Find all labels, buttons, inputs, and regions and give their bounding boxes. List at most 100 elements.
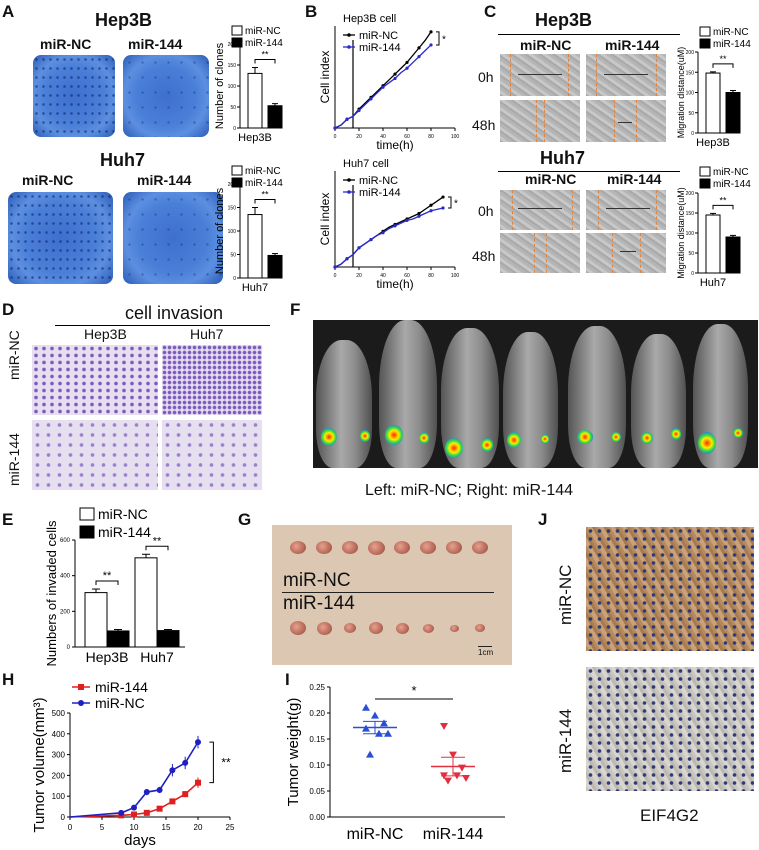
- bioluminescence-image: [313, 320, 758, 468]
- wound-hep3b-144-48h: [586, 100, 666, 142]
- x-axis-label: days: [124, 832, 156, 849]
- legend-label: miR-144: [359, 187, 401, 199]
- tumor-signal: [611, 432, 621, 442]
- chart-b-hep3b: Hep3B cell 0 20 40 60 80 100 * time(h) Cell index…: [318, 13, 459, 152]
- tumor-signal: [481, 438, 493, 452]
- y-tick-label: 150: [228, 206, 237, 212]
- bar-miR-144: [725, 236, 741, 274]
- y-tick-label: 0: [233, 126, 236, 132]
- bar-miR-NC: [247, 72, 263, 129]
- data-point: [369, 97, 373, 101]
- y-tick-label: 100: [52, 792, 66, 801]
- significance-label: **: [719, 195, 727, 205]
- data-point: [345, 117, 349, 121]
- y-axis-label: Migration distance(uM): [676, 187, 686, 279]
- legend-label: miR-144: [245, 178, 283, 189]
- a-col-144-huh7: miR-144: [137, 172, 192, 188]
- significance-bracket: [712, 204, 734, 210]
- y-tick-label: 100: [228, 84, 237, 90]
- data-point: [441, 206, 445, 210]
- y-tick-label: 600: [60, 538, 71, 544]
- x-tick-label: 5: [100, 823, 105, 832]
- c-row-0h-huh7: 0h: [478, 203, 494, 219]
- d-row-nc: miR-NC: [6, 330, 22, 380]
- y-tick-label: 50: [230, 105, 236, 111]
- y-tick-label: 150: [686, 211, 695, 217]
- tumor-signal: [671, 428, 681, 440]
- legend-swatch: [699, 26, 711, 37]
- g-scale-bar: [478, 646, 492, 647]
- x-tick-label: 40: [380, 273, 386, 279]
- legend-swatch: [79, 525, 95, 539]
- x-tick-label: miR-NC: [347, 826, 404, 843]
- x-tick-label: 0: [334, 134, 337, 140]
- data-point: [345, 257, 349, 261]
- series-line-miR-144: [334, 207, 444, 268]
- tumor-specimen-144: [344, 623, 356, 633]
- bar-miR-NC: [705, 72, 721, 134]
- y-tick-label: 150: [228, 63, 237, 69]
- wound-hep3b-nc-48h: [500, 100, 580, 142]
- legend-swatch: [231, 177, 243, 188]
- data-point: [458, 764, 466, 772]
- chart-h: 0 100 200 300 400 500 0 5 10 15 20 25 ** days Tumor vo…: [31, 679, 235, 849]
- x-axis-label: Huh7: [242, 282, 268, 294]
- y-tick-label: 400: [60, 574, 71, 580]
- y-axis-label: Numbers of invaded cells: [44, 520, 59, 666]
- y-tick-label: 0: [67, 645, 71, 651]
- tumor-signal: [541, 434, 549, 444]
- d-row-144: miR-144: [6, 433, 22, 486]
- y-tick-label: 0.00: [309, 813, 325, 822]
- panel-letter-g: G: [238, 510, 252, 529]
- legend-label: miR-144: [359, 42, 401, 54]
- tumor-specimen-144: [395, 622, 409, 634]
- c-col-nc-hep3b: miR-NC: [520, 37, 572, 53]
- panel-letter-e: E: [2, 510, 14, 529]
- data-point: [195, 779, 201, 786]
- y-tick-label: 400: [52, 730, 66, 739]
- x-tick-label: 40: [380, 134, 386, 140]
- y-tick-label: 300: [52, 751, 66, 760]
- legend-label: miR-144: [95, 679, 148, 695]
- a-title-huh7: Huh7: [100, 150, 145, 170]
- a-col-nc-huh7: miR-NC: [22, 172, 74, 188]
- legend-swatch: [699, 178, 711, 189]
- x-tick-label: 60: [404, 273, 410, 279]
- y-tick-label: 0.25: [309, 683, 325, 692]
- x-axis-label: Huh7: [700, 277, 726, 289]
- colony-dish-hep3b-144: [123, 55, 209, 137]
- invasion-hep3b-nc: [32, 345, 158, 415]
- c-col-144-hep3b: miR-144: [605, 37, 660, 53]
- y-tick-label: 50: [230, 253, 236, 259]
- bar-Hep3B-miR-NC: [84, 592, 108, 648]
- legend-label: miR-144: [713, 39, 751, 50]
- bar-Huh7-miR-144: [156, 630, 180, 648]
- data-point: [366, 750, 374, 758]
- c-divider-huh7: [498, 171, 680, 172]
- bar-miR-NC: [705, 214, 721, 274]
- tumor-specimen-nc: [420, 541, 436, 554]
- chart-b-huh7: Huh7 cell 0 20 40 60 80 100 * time(h) Cell index m…: [318, 158, 459, 291]
- data-point: [405, 60, 409, 65]
- tumor-signal: [419, 432, 429, 444]
- tumor-specimen-144: [290, 621, 306, 635]
- wound-hep3b-144-0h: [586, 54, 666, 96]
- chart-c-hep3b: 0 50 100 150 200 ** Hep3B Migration distance(uM…: [676, 26, 751, 149]
- x-axis-label: Hep3B: [238, 132, 272, 144]
- significance-label: **: [261, 50, 269, 60]
- legend-swatch: [231, 165, 243, 176]
- ihc-image-nc: [586, 527, 754, 651]
- tumor-signal: [577, 430, 593, 444]
- legend-marker: [347, 190, 351, 194]
- y-tick-label: 0: [61, 813, 66, 822]
- data-point: [156, 805, 163, 812]
- data-point: [375, 729, 383, 737]
- tumor-specimen-nc: [472, 541, 488, 554]
- significance-label: **: [153, 535, 162, 547]
- panel-letter-i: I: [285, 670, 290, 689]
- chart-i: 0.00 0.05 0.10 0.15 0.20 0.25 miR-NC miR-144 * Tu…: [285, 683, 505, 843]
- significance-bracket: [712, 63, 734, 68]
- data-point: [131, 811, 137, 818]
- invasion-huh7-nc: [162, 345, 262, 415]
